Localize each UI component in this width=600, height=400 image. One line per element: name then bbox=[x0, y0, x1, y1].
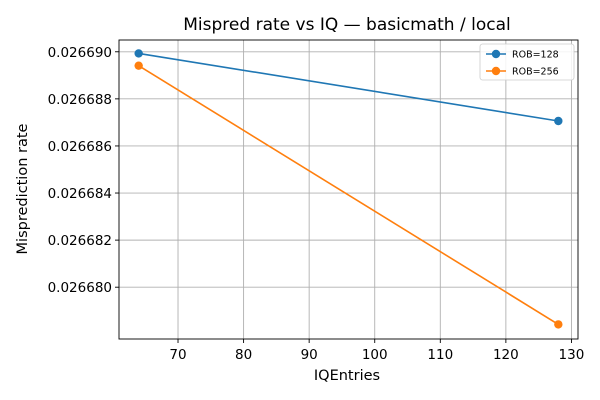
series-layer bbox=[134, 49, 563, 329]
legend-label: ROB=128 bbox=[512, 50, 559, 61]
data-point bbox=[554, 116, 563, 126]
series-line-rob128 bbox=[138, 52, 559, 122]
plot-frame bbox=[118, 39, 579, 340]
chart-title: Mispred rate vs IQ — basicmath / local bbox=[183, 15, 510, 35]
x-tick-label: 100 bbox=[362, 347, 388, 363]
x-tick-label: 130 bbox=[559, 347, 585, 363]
data-point bbox=[134, 61, 143, 70]
x-tick-label: 70 bbox=[169, 347, 186, 363]
y-tick-label: 0.026690 bbox=[48, 45, 112, 61]
x-tick-label: 80 bbox=[235, 347, 252, 363]
data-point bbox=[554, 320, 563, 329]
x-tick-label: 110 bbox=[427, 347, 453, 363]
y-tick-label: 0.026682 bbox=[48, 233, 112, 249]
legend: ROB=128 ROB=256 bbox=[479, 43, 575, 81]
axes: 70 80 90 100 110 120 130 0.026680 0.026682 0.0266… bbox=[48, 39, 585, 363]
x-tick-label: 120 bbox=[493, 347, 519, 363]
legend-marker bbox=[491, 49, 501, 59]
y-axis-label: Misprediction rate bbox=[15, 123, 31, 254]
series-line-rob256 bbox=[138, 64, 559, 326]
y-tick-label: 0.026686 bbox=[48, 139, 112, 155]
data-point bbox=[134, 49, 143, 58]
legend-marker bbox=[491, 66, 501, 76]
y-tick-label: 0.026684 bbox=[48, 186, 112, 202]
x-axis-label: IQEntries bbox=[314, 368, 380, 384]
y-tick-label: 0.026688 bbox=[48, 92, 112, 108]
x-tick-label: 90 bbox=[301, 347, 318, 363]
y-tick-label: 0.026680 bbox=[48, 280, 112, 296]
legend-label: ROB=256 bbox=[512, 67, 559, 78]
